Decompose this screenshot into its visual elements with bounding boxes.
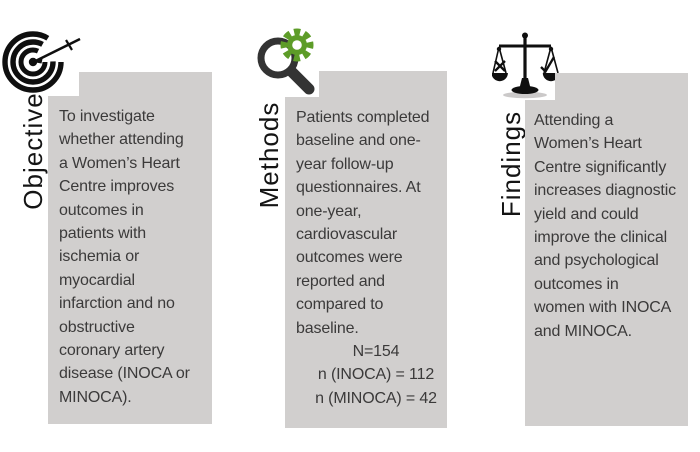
methods-text: Patients completed baseline and one- yea… <box>296 109 430 337</box>
methods-stats: N=154 n (INOCA) = 112 n (MINOCA) = 42 <box>315 343 437 407</box>
findings-text-box: Attending a Women’s Heart Centre signifi… <box>525 73 688 426</box>
magnifier-gear-icon <box>257 28 315 95</box>
objective-text: To investigate whether attending a Women… <box>59 108 190 406</box>
target-dart-icon <box>2 31 81 93</box>
methods-text-box: Patients completed baseline and one- yea… <box>285 71 447 428</box>
findings-text: Attending a Women’s Heart Centre signifi… <box>534 112 676 340</box>
objective-text-box: To investigate whether attending a Women… <box>48 72 212 424</box>
objective-label: Objective <box>18 92 48 210</box>
methods-label: Methods <box>254 101 284 209</box>
